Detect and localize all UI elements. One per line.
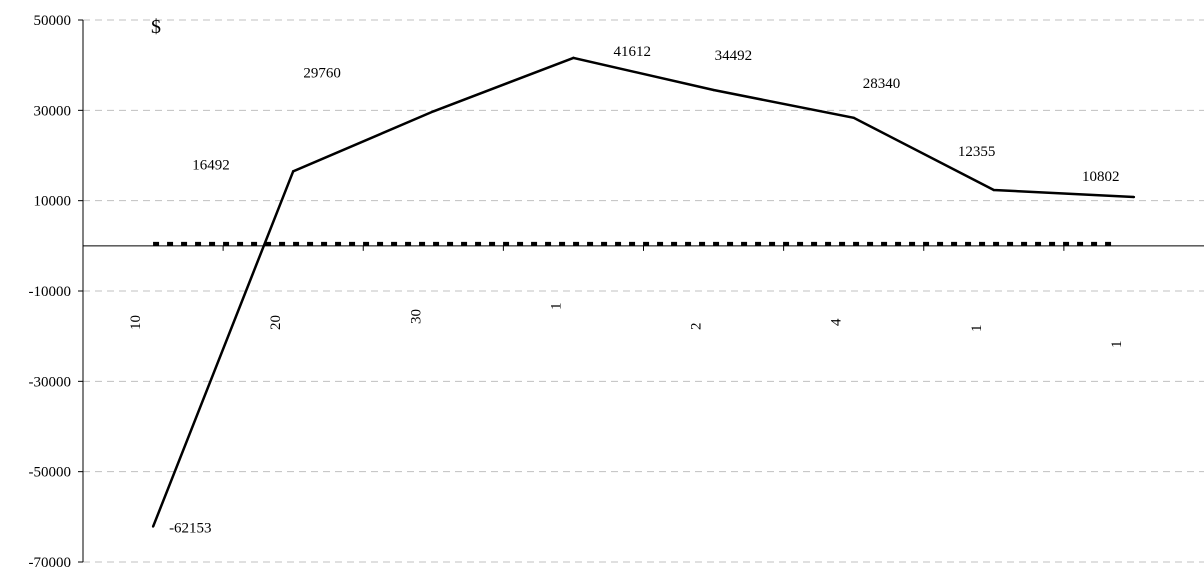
data-point bbox=[712, 88, 715, 92]
data-point bbox=[992, 188, 996, 192]
y-tick-label: -10000 bbox=[29, 284, 72, 300]
data-label: 12355 bbox=[958, 144, 996, 160]
y-tick-label: 30000 bbox=[34, 103, 72, 119]
data-label: 29760 bbox=[303, 65, 341, 81]
x-tick-label: 2 bbox=[689, 323, 705, 331]
x-tick-label: 4 bbox=[829, 318, 845, 326]
series-line bbox=[151, 56, 1134, 528]
data-point bbox=[291, 170, 295, 173]
series-line-group bbox=[151, 56, 1136, 528]
data-label: 28340 bbox=[863, 76, 901, 92]
data-label: 10802 bbox=[1082, 169, 1120, 185]
x-tick-label: 20 bbox=[268, 315, 284, 330]
data-label: 41612 bbox=[613, 44, 651, 60]
data-point bbox=[151, 525, 155, 528]
x-tick-label: 10 bbox=[128, 315, 144, 330]
y-tick-label: 50000 bbox=[34, 13, 72, 29]
y-tick-label: -30000 bbox=[29, 374, 72, 390]
x-tick-label: 30 bbox=[408, 309, 424, 324]
y-tick-label: -50000 bbox=[29, 465, 72, 481]
x-tick-label: 1 bbox=[1109, 341, 1125, 349]
data-point bbox=[432, 110, 435, 113]
data-labels: -62153 16492 29760 41612 34492 28340 12355 1080… bbox=[169, 44, 1119, 537]
data-label: 34492 bbox=[715, 48, 753, 64]
x-tick-label: 1 bbox=[548, 303, 564, 311]
gridlines bbox=[83, 19, 1204, 563]
data-point bbox=[572, 56, 575, 60]
unit-label: $ bbox=[151, 16, 161, 38]
y-axis: 50000 30000 10000 -10000 -30000 -50000 -70000 bbox=[29, 13, 84, 571]
data-label: -62153 bbox=[169, 521, 212, 537]
y-tick-label: -70000 bbox=[29, 555, 72, 571]
data-point bbox=[1132, 195, 1136, 199]
x-axis: 10 20 30 1 2 4 1 1 bbox=[83, 245, 1204, 349]
data-label: 16492 bbox=[192, 157, 230, 173]
x-tick-label: 1 bbox=[969, 325, 985, 333]
data-point bbox=[852, 116, 855, 120]
y-tick-label: 10000 bbox=[34, 194, 72, 210]
